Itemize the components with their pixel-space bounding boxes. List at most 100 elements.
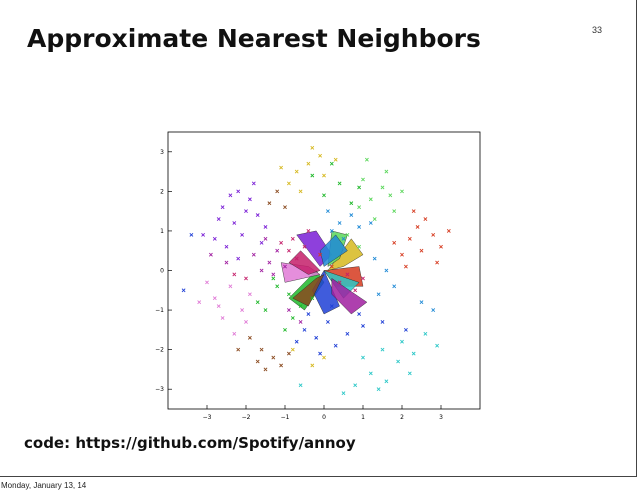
data-point-s2-p11 <box>411 209 416 214</box>
data-point-s10-p11 <box>419 300 424 305</box>
data-point-s6-p8 <box>298 189 303 194</box>
data-point-s1-p5 <box>318 351 323 356</box>
data-point-s1-p1 <box>314 335 319 340</box>
data-point-s10-p6 <box>325 209 330 214</box>
data-point-s5-p5 <box>384 379 389 384</box>
data-point-s0-p3 <box>224 244 229 249</box>
data-point-s6-p5 <box>310 145 315 150</box>
data-point-s6-p9 <box>290 347 295 352</box>
data-point-s2-p7 <box>403 264 408 269</box>
data-point-s0-p6 <box>255 213 260 218</box>
data-point-s3-p2 <box>275 284 280 289</box>
data-point-s3-p7 <box>271 276 276 281</box>
data-point-s5-p13 <box>376 387 381 392</box>
data-point-s10-p8 <box>384 268 389 273</box>
data-point-s6-p4 <box>286 181 291 186</box>
page-number: 33 <box>592 25 603 35</box>
data-point-s4-p4 <box>205 280 209 285</box>
data-point-s0-p5 <box>236 189 241 194</box>
data-point-s11-p7 <box>298 320 303 324</box>
data-point-s7-p0 <box>259 347 264 352</box>
data-point-s0-p2 <box>240 232 245 237</box>
scatter-chart-svg: −3 −2 −1 0 1 2 3 3 2 1 0 −1 −2 −3 <box>155 131 481 421</box>
data-point-s4-p5 <box>232 331 237 336</box>
data-point-s1-p4 <box>333 343 338 348</box>
data-point-s11-p10 <box>208 252 213 257</box>
data-point-s8-p6 <box>337 280 342 285</box>
data-point-s5-p2 <box>411 351 416 356</box>
data-point-s7-p7 <box>255 359 260 364</box>
y-tick-label-4: −1 <box>155 307 164 314</box>
data-point-s3-p9 <box>337 181 342 186</box>
data-point-s8-p4 <box>294 256 299 261</box>
data-point-s3-p13 <box>357 185 362 190</box>
data-point-s9-p1 <box>380 185 385 190</box>
data-point-s7-p5 <box>236 347 241 352</box>
data-point-s1-p0 <box>302 327 307 332</box>
data-point-s9-p8 <box>364 157 369 162</box>
data-point-s5-p0 <box>380 347 385 352</box>
data-point-s9-p5 <box>384 169 389 174</box>
data-point-s6-p6 <box>279 165 284 170</box>
data-point-s0-p11 <box>251 181 256 186</box>
data-point-s8-p2 <box>286 248 291 253</box>
code-link-text: code: https://github.com/Spotify/annoy <box>24 434 356 452</box>
data-point-s6-p2 <box>294 169 299 174</box>
data-point-s8-p7 <box>353 288 358 293</box>
data-point-s8-p8 <box>345 272 350 277</box>
data-point-s11-p3 <box>271 272 276 277</box>
data-point-s1-p2 <box>325 320 330 324</box>
x-tick-label-2: −1 <box>281 414 290 421</box>
data-point-s10-p12 <box>431 308 436 312</box>
data-point-s2-p10 <box>392 240 397 245</box>
data-point-s2-p9 <box>435 260 440 265</box>
data-point-s3-p6 <box>283 327 287 332</box>
data-point-s11-p2 <box>259 268 264 273</box>
data-point-s10-p3 <box>357 225 362 229</box>
data-point-s1-p9 <box>329 304 334 309</box>
data-point-s9-p2 <box>361 177 365 182</box>
data-point-s7-p6 <box>286 351 291 356</box>
x-tick-label-6: 3 <box>439 414 443 421</box>
data-point-s1-p11 <box>189 232 194 237</box>
data-point-s7-p2 <box>247 335 252 340</box>
data-point-s1-p7 <box>345 331 350 336</box>
data-point-s8-p1 <box>302 244 307 249</box>
data-point-s10-p9 <box>392 284 397 289</box>
data-point-s3-p0 <box>286 292 291 297</box>
data-point-s2-p2 <box>431 232 436 237</box>
scatter-chart: −3 −2 −1 0 1 2 3 3 2 1 0 −1 −2 −3 <box>140 125 485 425</box>
data-point-s3-p1 <box>298 304 303 309</box>
data-point-s0-p15 <box>216 217 221 221</box>
data-point-s10-p1 <box>349 213 354 218</box>
data-point-s5-p6 <box>423 331 428 336</box>
x-tick-label-0: −3 <box>203 414 212 421</box>
data-point-s3-p4 <box>263 308 268 312</box>
data-point-s0-p0 <box>220 205 225 210</box>
data-point-s7-p10 <box>283 205 287 210</box>
data-point-s5-p8 <box>407 371 412 376</box>
data-point-s8-p3 <box>306 229 311 233</box>
data-point-s4-p1 <box>212 296 217 301</box>
data-point-s9-p10 <box>345 232 350 237</box>
data-point-s10-p7 <box>372 256 377 261</box>
data-point-s3-p5 <box>310 296 315 301</box>
partition-region-9 <box>292 274 325 307</box>
data-point-s4-p0 <box>228 284 233 289</box>
data-point-s1-p12 <box>181 288 186 293</box>
data-point-s4-p9 <box>244 320 248 324</box>
data-point-s7-p4 <box>263 367 268 372</box>
data-point-s8-p11 <box>232 272 237 277</box>
data-point-s10-p0 <box>337 221 342 225</box>
data-point-s9-p6 <box>357 205 362 210</box>
data-point-s9-p0 <box>368 197 373 202</box>
data-point-s0-p13 <box>236 256 241 261</box>
data-point-s5-p12 <box>341 391 346 396</box>
data-point-s3-p12 <box>329 161 334 166</box>
data-point-s9-p7 <box>400 189 404 194</box>
data-point-s6-p11 <box>322 355 326 360</box>
data-point-s2-p3 <box>415 225 420 229</box>
x-tick-label-5: 2 <box>400 414 404 421</box>
data-point-s5-p7 <box>353 383 358 388</box>
data-point-s0-p8 <box>244 209 248 214</box>
